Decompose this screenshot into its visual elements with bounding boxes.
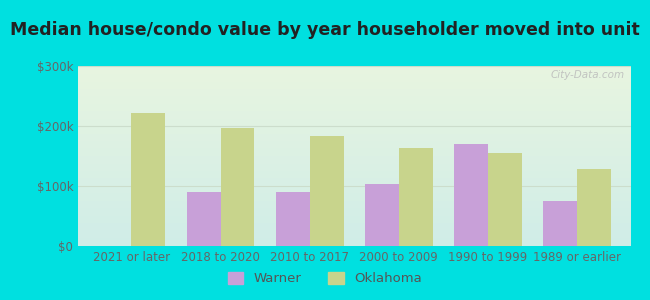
Bar	[454, 144, 488, 246]
Bar	[309, 136, 344, 246]
Bar	[276, 192, 309, 246]
Bar	[577, 169, 611, 246]
Bar	[131, 113, 165, 246]
Bar	[488, 153, 522, 246]
Bar	[187, 192, 220, 246]
Bar	[399, 148, 433, 246]
Text: City-Data.com: City-Data.com	[551, 70, 625, 80]
Bar	[220, 128, 254, 246]
Text: Median house/condo value by year householder moved into unit: Median house/condo value by year househo…	[10, 21, 640, 39]
Bar	[543, 201, 577, 246]
Legend: Warner, Oklahoma: Warner, Oklahoma	[222, 266, 428, 290]
Bar	[365, 184, 399, 246]
